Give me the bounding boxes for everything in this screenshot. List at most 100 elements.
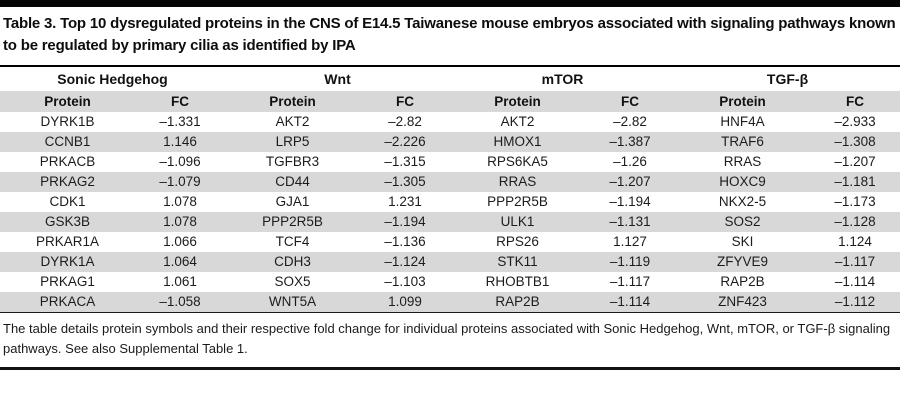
protein-cell: CDK1 bbox=[49, 194, 86, 209]
fc-cell: –1.096 bbox=[159, 154, 201, 169]
pathway-header-row: Sonic Hedgehog Wnt mTOR TGF-β bbox=[0, 65, 900, 91]
table-footnote: The table details protein symbols and th… bbox=[3, 320, 891, 356]
fc-cell: 1.064 bbox=[135, 251, 226, 272]
fc-cell: –2.933 bbox=[834, 114, 876, 129]
protein-column-header: Protein bbox=[450, 90, 586, 112]
protein-cell: GJA1 bbox=[275, 194, 310, 209]
fc-cell: –1.194 bbox=[609, 194, 651, 209]
fc-cell: –1.103 bbox=[384, 274, 426, 289]
column-header-row: Protein FC Protein FC Protein FC Protein… bbox=[0, 90, 900, 112]
protein-cell: CDH3 bbox=[225, 251, 361, 272]
fc-column-header: FC bbox=[360, 90, 451, 112]
fc-cell: –1.315 bbox=[384, 154, 426, 169]
fc-cell: –1.308 bbox=[810, 131, 900, 152]
protein-cell: TCF4 bbox=[275, 234, 310, 249]
table-row: PRKACA –1.058 WNT5A 1.099 RAP2B –1.114 ZNF423–… bbox=[0, 291, 900, 312]
protein-cell: HNF4A bbox=[720, 114, 765, 129]
fc-cell: –2.82 bbox=[388, 114, 422, 129]
protein-cell: RRAS bbox=[723, 154, 762, 169]
table-row: PRKAG2 –1.079 CD44 –1.305 RRAS –1.207 HOXC9 –1.… bbox=[0, 171, 900, 192]
protein-cell: LRP5 bbox=[225, 131, 361, 152]
pathway-header-wnt: Wnt bbox=[225, 65, 451, 91]
protein-cell: SOX5 bbox=[274, 274, 311, 289]
fc-cell: –1.131 bbox=[585, 211, 676, 232]
protein-column-header: Protein bbox=[225, 90, 361, 112]
pathway-header-mtor: mTOR bbox=[450, 65, 676, 91]
fc-cell: –1.114 bbox=[834, 274, 876, 289]
table-row: CDK1 1.078 GJA1 1.231 PPP2R5B –1.194 NKX2-5 –1.… bbox=[0, 192, 900, 212]
table-row: CCNB1 1.146 LRP5 –2.226 HMOX1 –1.387 TRAF6 –1.3… bbox=[0, 131, 900, 152]
table-row: DYRK1A 1.064 CDH3 –1.124 STK11 –1.119 ZFYVE9 –1… bbox=[0, 251, 900, 272]
protein-column-header: Protein bbox=[0, 90, 135, 112]
fc-cell: 1.127 bbox=[613, 234, 647, 249]
fc-cell: 1.146 bbox=[135, 131, 226, 152]
fc-cell: –1.26 bbox=[613, 154, 647, 169]
protein-cell: ULK1 bbox=[450, 211, 586, 232]
fc-cell: –1.117 bbox=[609, 274, 651, 289]
protein-cell: RHOBTB1 bbox=[485, 274, 550, 289]
fc-cell: 1.231 bbox=[388, 194, 422, 209]
bottom-divider bbox=[0, 366, 900, 370]
protein-column-header: Protein bbox=[675, 90, 811, 112]
table-row: GSK3B 1.078 PPP2R5B –1.194 ULK1 –1.131 SOS2 –1.… bbox=[0, 211, 900, 232]
protein-cell: RAP2B bbox=[450, 291, 586, 312]
table-row: PRKAG1 1.061 SOX5 –1.103 RHOBTB1 –1.117 RAP2B –… bbox=[0, 272, 900, 292]
protein-cell: DYRK1B bbox=[40, 114, 95, 129]
protein-cell: CCNB1 bbox=[0, 131, 135, 152]
protein-cell: RPS6KA5 bbox=[487, 154, 548, 169]
fc-column-header: FC bbox=[585, 90, 676, 112]
protein-cell: TGFBR3 bbox=[265, 154, 320, 169]
fc-cell: –1.173 bbox=[834, 194, 876, 209]
fc-cell: –1.194 bbox=[360, 211, 451, 232]
fc-cell: 1.078 bbox=[135, 211, 226, 232]
fc-cell: –2.226 bbox=[360, 131, 451, 152]
protein-cell: TRAF6 bbox=[675, 131, 811, 152]
protein-cell: CD44 bbox=[225, 171, 361, 192]
fc-cell: –1.207 bbox=[585, 171, 676, 192]
pathway-header-sonic-hedgehog: Sonic Hedgehog bbox=[0, 65, 226, 91]
protein-cell: AKT2 bbox=[500, 114, 535, 129]
protein-cell: HMOX1 bbox=[450, 131, 586, 152]
protein-cell: PRKAG2 bbox=[0, 171, 135, 192]
protein-cell: SKI bbox=[731, 234, 754, 249]
pathway-header-tgf-beta: TGF-β bbox=[675, 65, 900, 91]
protein-cell: ZFYVE9 bbox=[675, 251, 811, 272]
fc-cell: –1.079 bbox=[135, 171, 226, 192]
fc-cell: 1.099 bbox=[360, 291, 451, 312]
fc-cell: –1.331 bbox=[159, 114, 201, 129]
table-row: DYRK1B –1.331 AKT2 –2.82 AKT2 –2.82 HNF4A –2.93… bbox=[0, 112, 900, 132]
dysregulated-proteins-table: Sonic Hedgehog Wnt mTOR TGF-β Protein FC… bbox=[0, 64, 900, 313]
fc-cell: –1.124 bbox=[360, 251, 451, 272]
fc-cell: –1.181 bbox=[810, 171, 900, 192]
table-row: PRKACB –1.096 TGFBR3 –1.315 RPS6KA5 –1.26 RRAS… bbox=[0, 152, 900, 172]
fc-cell: 1.061 bbox=[163, 274, 197, 289]
top-divider bbox=[0, 0, 900, 7]
fc-cell: –1.058 bbox=[135, 291, 226, 312]
protein-cell: PPP2R5B bbox=[487, 194, 548, 209]
fc-cell: –1.112 bbox=[810, 291, 900, 312]
protein-cell: RAP2B bbox=[720, 274, 765, 289]
protein-cell: PRKACB bbox=[39, 154, 96, 169]
protein-cell: GSK3B bbox=[0, 211, 135, 232]
protein-cell: AKT2 bbox=[275, 114, 310, 129]
fc-column-header: FC bbox=[135, 90, 226, 112]
fc-cell: –1.114 bbox=[585, 291, 676, 312]
fc-cell: 1.066 bbox=[163, 234, 197, 249]
protein-cell: PRKAG1 bbox=[40, 274, 95, 289]
table-body: DYRK1B –1.331 AKT2 –2.82 AKT2 –2.82 HNF4A –2.93… bbox=[0, 112, 900, 312]
protein-cell: PRKAR1A bbox=[35, 234, 100, 249]
fc-cell: –1.128 bbox=[810, 211, 900, 232]
protein-cell: RRAS bbox=[450, 171, 586, 192]
fc-cell: –2.82 bbox=[613, 114, 647, 129]
paper-table-figure: Table 3. Top 10 dysregulated proteins in… bbox=[0, 0, 900, 370]
fc-cell: –1.305 bbox=[360, 171, 451, 192]
fc-cell: –1.119 bbox=[585, 251, 676, 272]
protein-cell: HOXC9 bbox=[675, 171, 811, 192]
fc-cell: –1.117 bbox=[810, 251, 900, 272]
protein-cell: NKX2-5 bbox=[718, 194, 767, 209]
protein-cell: PRKACA bbox=[0, 291, 135, 312]
fc-cell: –1.387 bbox=[585, 131, 676, 152]
protein-cell: WNT5A bbox=[225, 291, 361, 312]
fc-cell: –1.136 bbox=[384, 234, 426, 249]
protein-cell: SOS2 bbox=[675, 211, 811, 232]
